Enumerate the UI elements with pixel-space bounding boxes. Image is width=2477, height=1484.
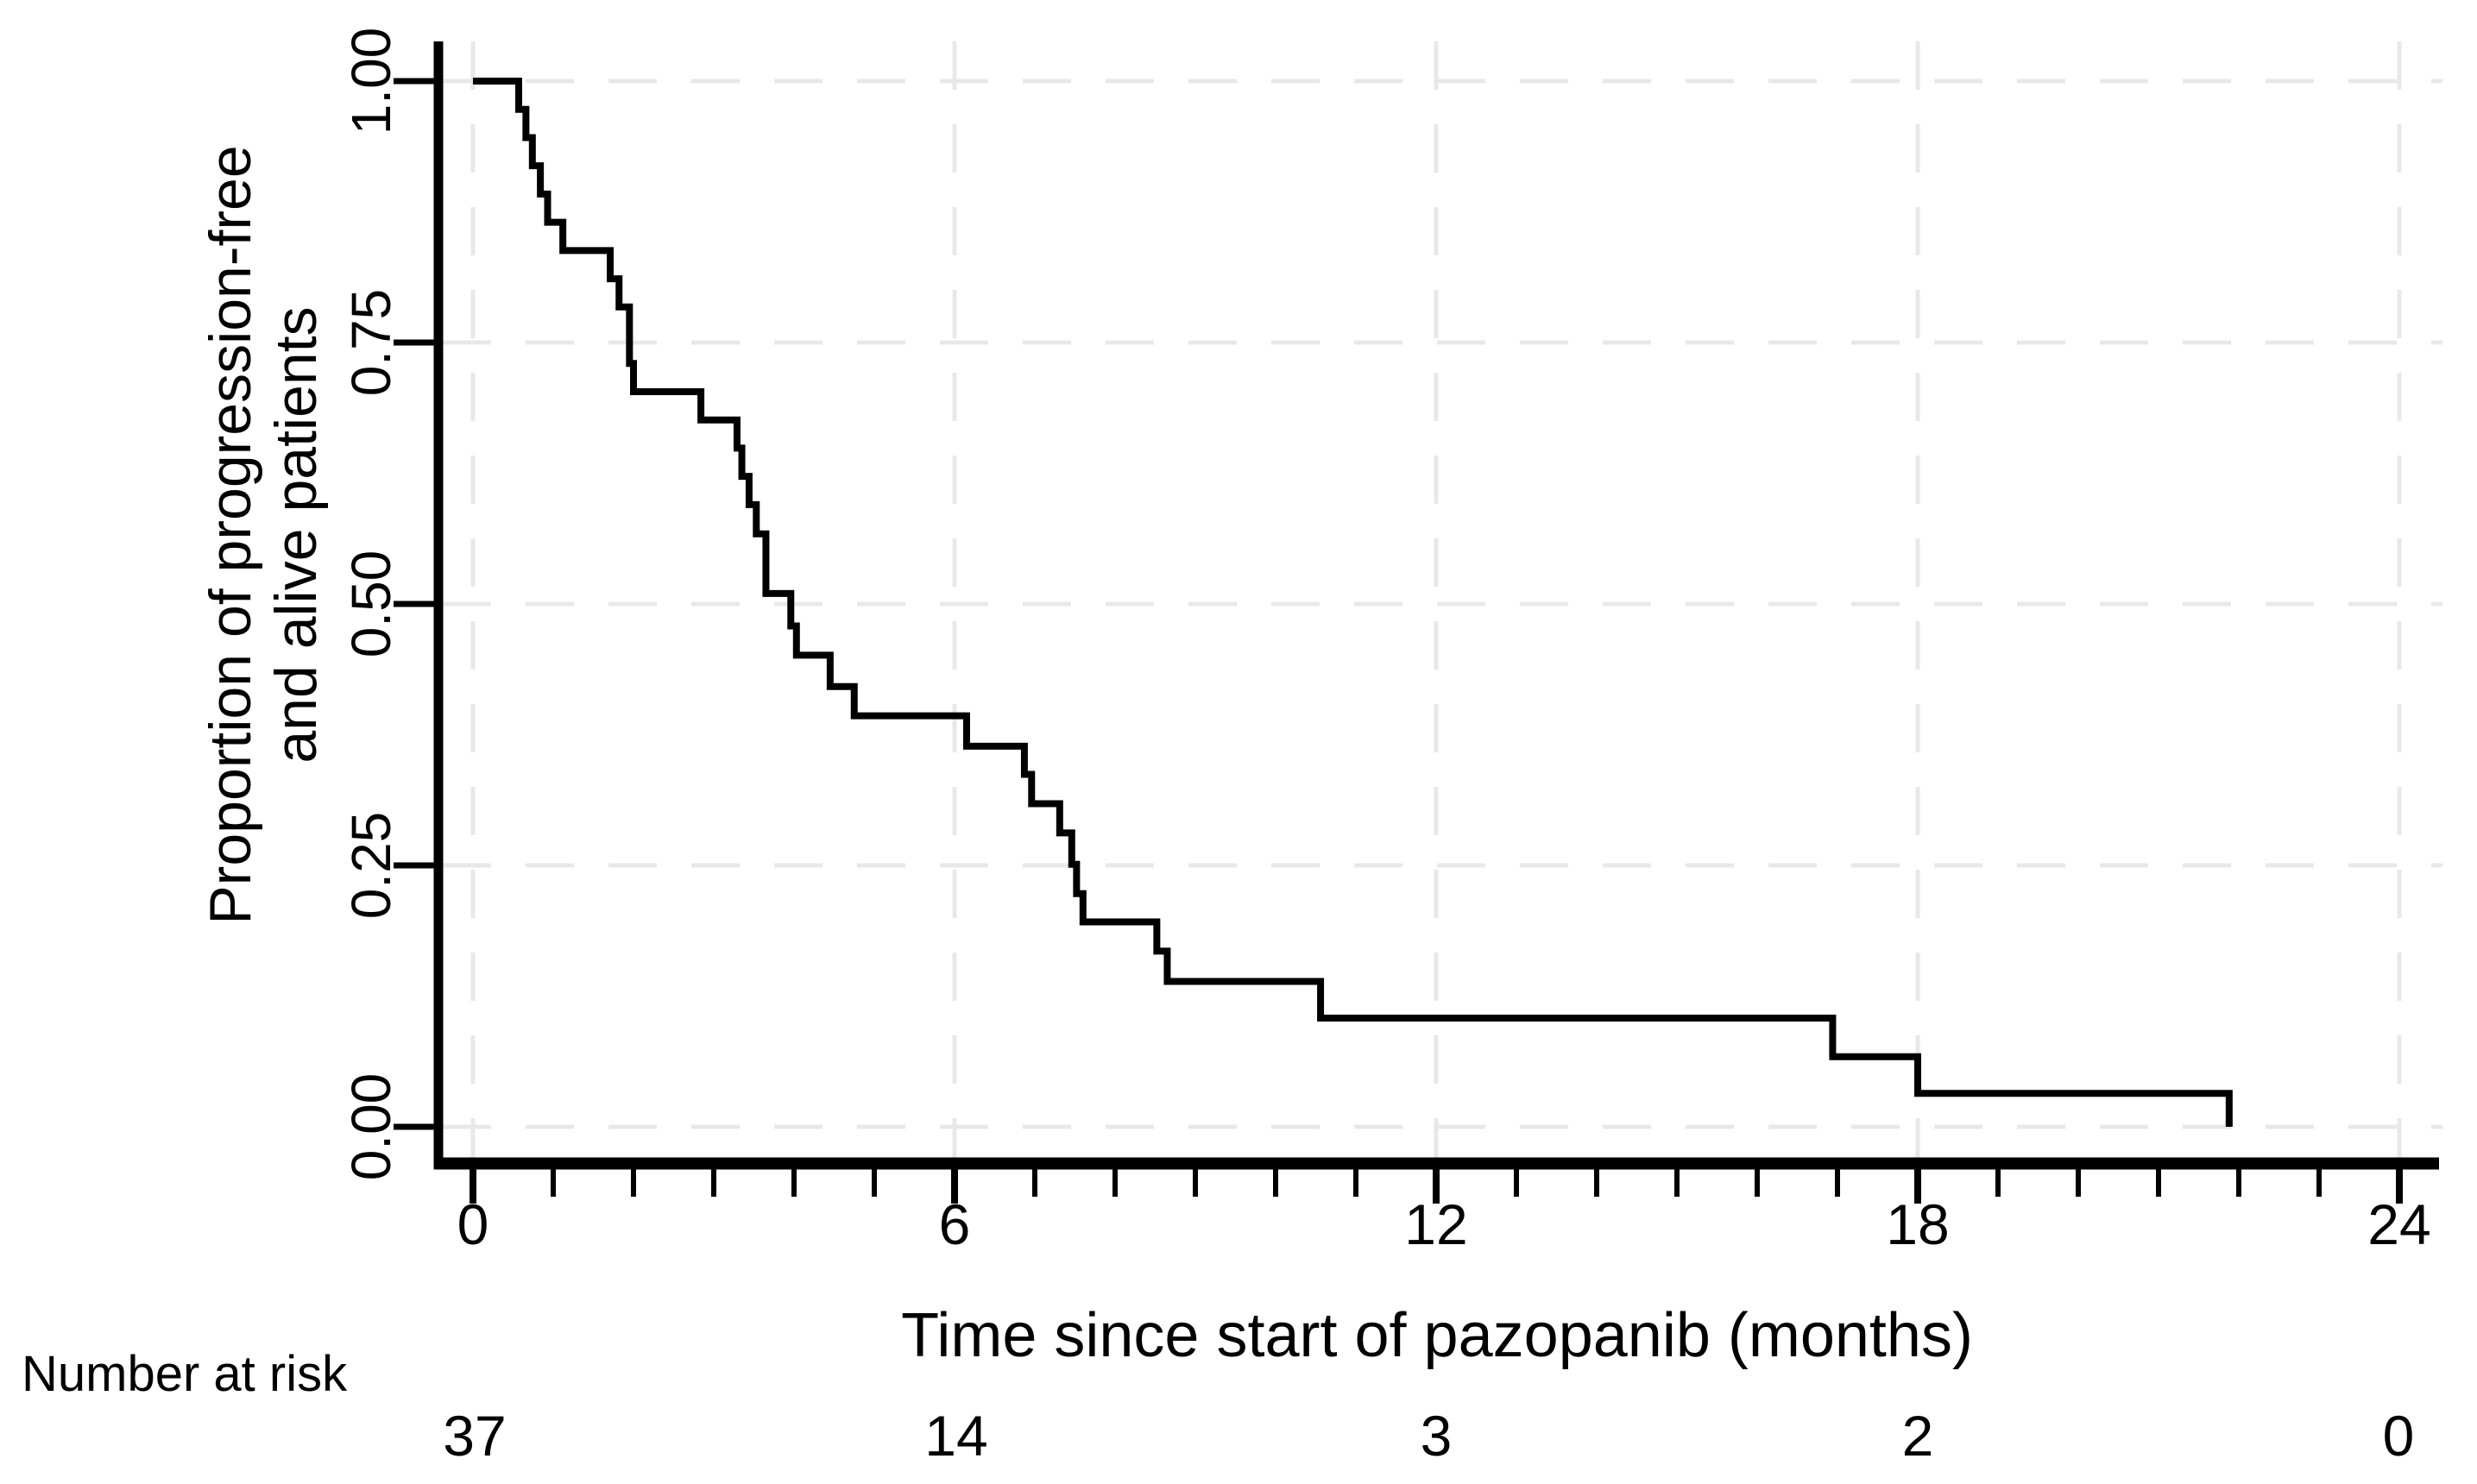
number-at-risk-label: Number at risk bbox=[22, 1346, 348, 1402]
y-tick-label-0.50: 0.50 bbox=[340, 550, 402, 658]
x-axis-title: Time since start of pazopanib (months) bbox=[901, 1301, 1973, 1370]
y-tick-label-0.00: 0.00 bbox=[340, 1073, 402, 1181]
risk-count-6m: 14 bbox=[924, 1404, 987, 1468]
km-curve bbox=[473, 78, 2233, 1127]
risk-count-18m: 2 bbox=[1902, 1404, 1934, 1468]
risk-count-0m: 37 bbox=[443, 1404, 506, 1468]
gridlines bbox=[443, 41, 2442, 1158]
km-curve-layer bbox=[473, 78, 2233, 1127]
y-axis-title-line2: and alive patients bbox=[263, 306, 329, 763]
risk-count-12m: 3 bbox=[1421, 1404, 1453, 1468]
x-tick-label-12: 12 bbox=[1404, 1192, 1467, 1256]
y-axis-title-line1: Proportion of progression-free bbox=[198, 145, 263, 924]
axis-text-labels: 0.00 0.25 0.50 0.75 1.00 0 6 12 18 24 Ti… bbox=[22, 28, 2431, 1468]
y-tick-label-1.00: 1.00 bbox=[340, 28, 402, 135]
x-tick-label-18: 18 bbox=[1886, 1192, 1949, 1256]
y-tick-label-0.25: 0.25 bbox=[340, 812, 402, 920]
x-tick-label-6: 6 bbox=[939, 1192, 971, 1256]
axes-and-ticks bbox=[394, 41, 2439, 1204]
risk-count-24m: 0 bbox=[2383, 1404, 2415, 1468]
y-tick-label-0.75: 0.75 bbox=[340, 289, 402, 397]
x-tick-label-0: 0 bbox=[457, 1192, 489, 1256]
x-tick-label-24: 24 bbox=[2367, 1192, 2430, 1256]
